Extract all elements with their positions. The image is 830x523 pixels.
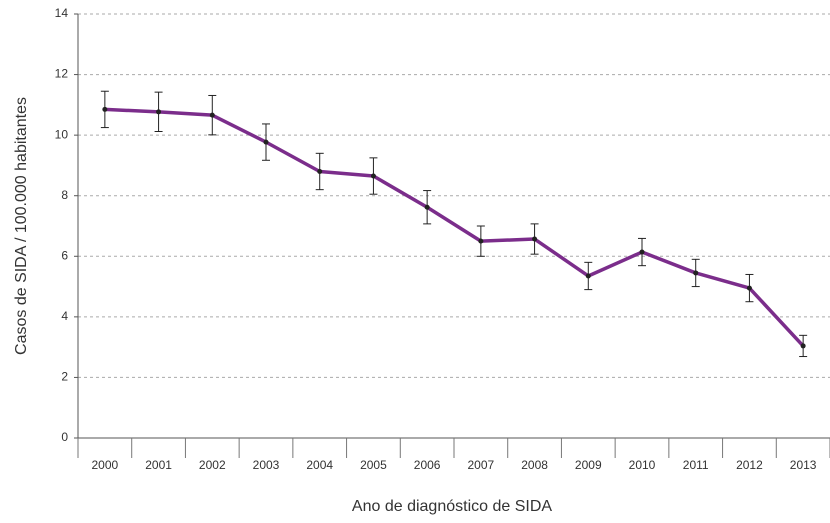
point	[532, 236, 538, 242]
x-tick-label: 2004	[306, 458, 333, 472]
point	[370, 173, 376, 179]
point	[746, 285, 752, 291]
point	[693, 270, 699, 276]
y-tick-label: 0	[61, 430, 68, 444]
y-tick-label: 14	[55, 6, 69, 20]
x-tick-label: 2010	[629, 458, 656, 472]
y-tick-label: 4	[61, 309, 68, 323]
point	[639, 249, 645, 255]
x-tick-label: 2007	[468, 458, 495, 472]
x-axis-title: Ano de diagnóstico de SIDA	[352, 498, 552, 515]
point	[263, 139, 269, 145]
x-tick-label: 2013	[790, 458, 817, 472]
x-tick-label: 2006	[414, 458, 441, 472]
line	[104, 107, 805, 348]
point	[209, 112, 215, 118]
point	[478, 238, 484, 244]
y-tick-label: 6	[61, 248, 68, 262]
y-axis-title: Casos de SIDA / 100.000 habitantes	[13, 97, 30, 355]
x-tick-label: 2012	[736, 458, 763, 472]
y-tick-label: 2	[61, 370, 68, 384]
y-tick-label: 12	[55, 67, 69, 81]
x-tick-label: 2001	[145, 458, 172, 472]
x-tick-label: 2008	[521, 458, 548, 472]
point	[317, 168, 323, 174]
point	[156, 109, 162, 115]
point	[585, 273, 591, 279]
y-tick-label: 8	[61, 188, 68, 202]
point	[102, 106, 108, 112]
point	[800, 343, 806, 349]
x-tick-label: 2000	[92, 458, 119, 472]
x-tick-label: 2009	[575, 458, 602, 472]
y-tick-label: 10	[55, 127, 69, 141]
x-tick-label: 2005	[360, 458, 387, 472]
x-tick-label: 2011	[683, 458, 709, 472]
point	[424, 204, 430, 210]
x-tick-label: 2002	[199, 458, 226, 472]
x-tick-label: 2003	[253, 458, 280, 472]
